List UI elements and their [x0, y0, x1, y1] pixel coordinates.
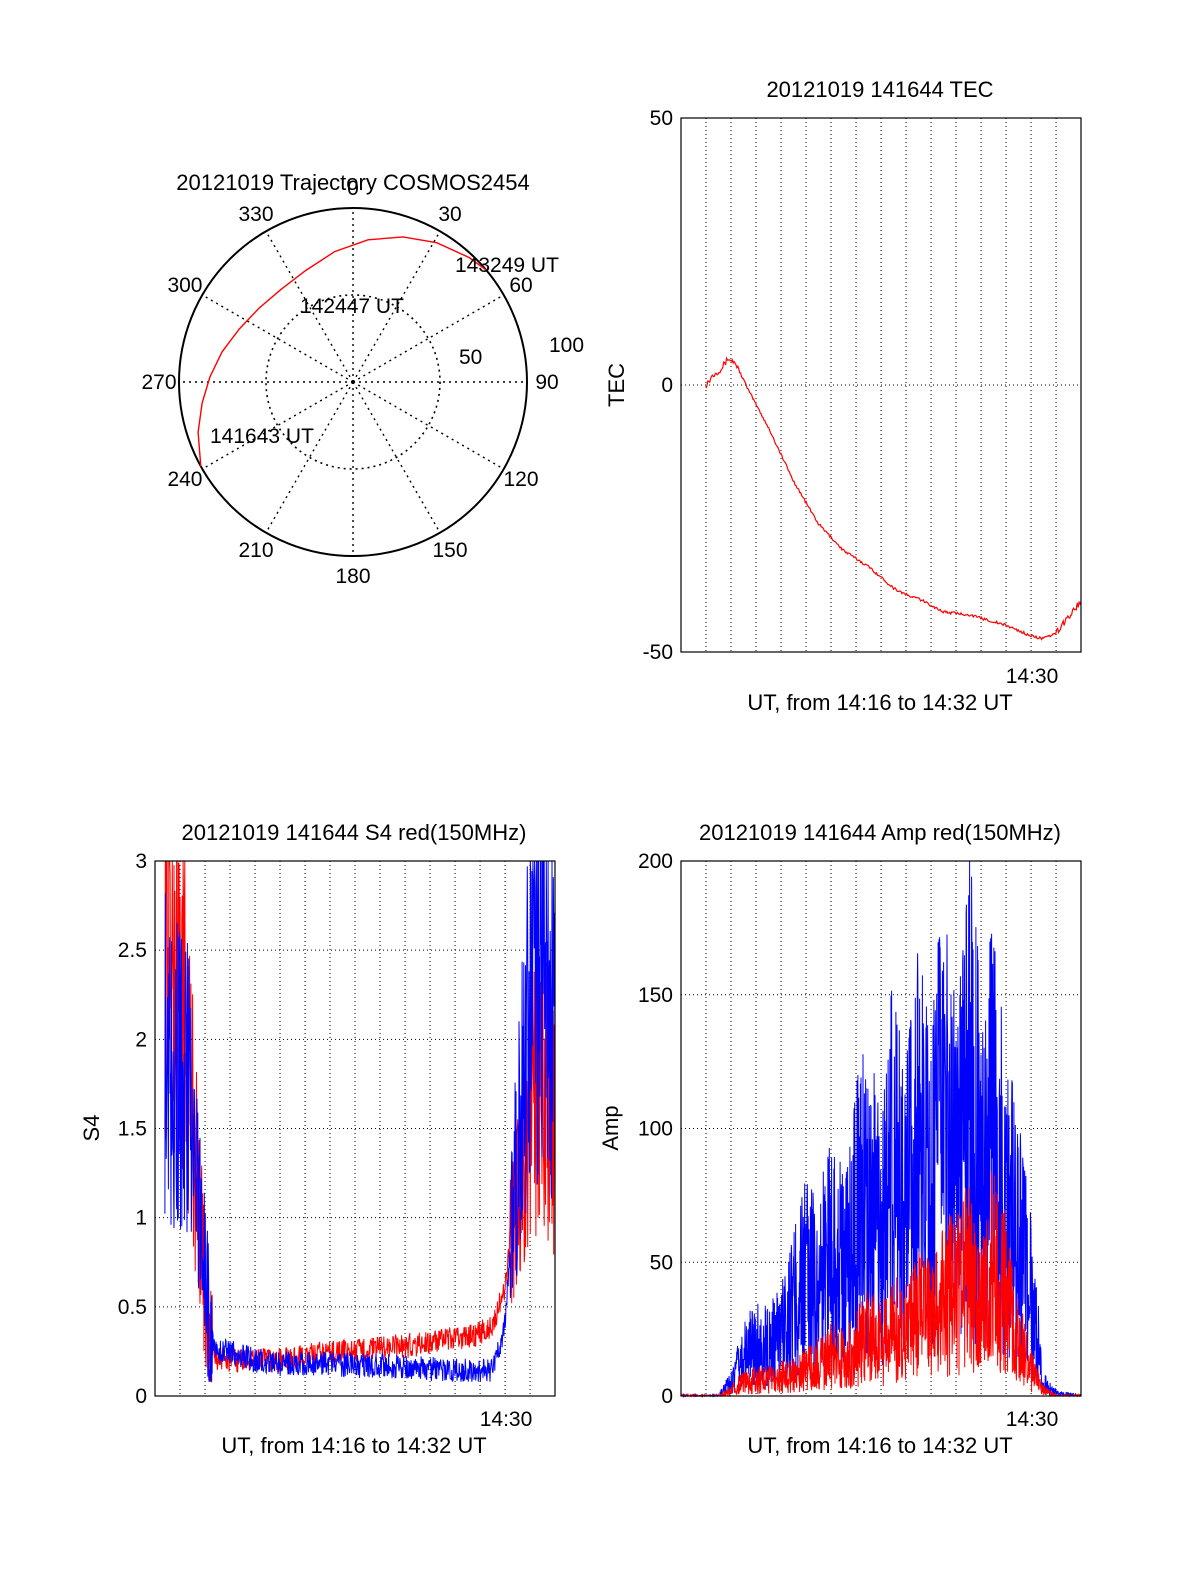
- polar-title: 20121019 Trajectory COSMOS2454: [176, 170, 529, 195]
- ytick-label: 50: [650, 107, 673, 130]
- series-line: [705, 356, 1082, 641]
- tec-ylabel: TEC: [604, 363, 629, 407]
- ytick-label: 50: [650, 1251, 673, 1274]
- series-line: [164, 860, 556, 1382]
- polar-radius-label-100: 100: [549, 334, 584, 357]
- tec-frame: [680, 117, 1082, 653]
- ytick-label: 150: [638, 984, 673, 1007]
- tec-lines: [705, 356, 1082, 641]
- ytick-label: 0: [661, 374, 673, 397]
- ytick-label: 0: [661, 1385, 673, 1408]
- polar-spoke: [201, 294, 354, 383]
- tec-panel: 20121019 141644 TEC 50 0 -50 14:30 UT, fro…: [604, 77, 1082, 715]
- polar-spoke: [352, 381, 441, 534]
- ytick-label: 1: [135, 1207, 147, 1230]
- polar-spoke: [352, 230, 441, 383]
- s4-grid: [155, 861, 555, 1396]
- tec-xtick-label: 14:30: [1006, 665, 1059, 688]
- amp-panel: 20121019 141644 Amp red(150MHz) 200 150 10…: [598, 820, 1082, 1458]
- polar-trajectory-line: [197, 236, 487, 467]
- polar-azimuth-label: 270: [141, 371, 176, 394]
- polar-annotation-end: 143249 UT: [455, 254, 559, 277]
- polar-azimuth-label: 240: [167, 468, 202, 491]
- ytick-label: 1.5: [118, 1118, 147, 1141]
- polar-inner-ring: [265, 294, 441, 470]
- polar-radius-label-50: 50: [459, 346, 482, 369]
- ytick-label: 0: [135, 1385, 147, 1408]
- ytick-label: -50: [643, 641, 673, 664]
- polar-spoke: [265, 230, 354, 383]
- ytick-label: 0.5: [118, 1296, 147, 1319]
- amp-xtick-label: 14:30: [1006, 1408, 1059, 1431]
- polar-annotation-mid: 142447 UT: [300, 295, 404, 318]
- s4-xtick-label: 14:30: [480, 1408, 533, 1431]
- polar-azimuth-label: 150: [432, 539, 467, 562]
- ytick-label: 2.5: [118, 939, 147, 962]
- amp-title: 20121019 141644 Amp red(150MHz): [699, 820, 1061, 845]
- polar-azimuth-label: 300: [167, 274, 202, 297]
- amp-frame: [680, 860, 1082, 1397]
- amp-yticks: 200 150 100 50 0: [638, 850, 673, 1408]
- s4-ylabel: S4: [79, 1115, 104, 1142]
- series-line: [680, 860, 1082, 1398]
- polar-azimuth-label: 330: [238, 203, 273, 226]
- ytick-label: 100: [638, 1118, 673, 1141]
- tec-title: 20121019 141644 TEC: [766, 77, 993, 102]
- s4-panel: 20121019 141644 S4 red(150MHz) 3 2.5 2 1.5 1…: [79, 820, 556, 1458]
- polar-azimuth-label: 30: [438, 203, 461, 226]
- s4-frame: [154, 860, 556, 1397]
- polar-annotation-start: 141643 UT: [210, 425, 314, 448]
- s4-lines: [164, 860, 556, 1383]
- amp-lines: [680, 860, 1082, 1398]
- amp-ylabel: Amp: [598, 1105, 623, 1150]
- polar-azimuth-label: 120: [503, 468, 538, 491]
- s4-xlabel: UT, from 14:16 to 14:32 UT: [221, 1433, 486, 1458]
- polar-outer-ring: [178, 207, 528, 557]
- polar-azimuth-label: 0: [347, 177, 359, 200]
- polar-spoke: [352, 381, 505, 470]
- polar-spoke: [352, 294, 505, 383]
- ytick-label: 200: [638, 850, 673, 873]
- polar-azimuth-label: 60: [509, 274, 532, 297]
- ytick-label: 3: [135, 850, 147, 873]
- polar-azimuth-label: 210: [238, 539, 273, 562]
- polar-spoke: [265, 381, 354, 534]
- polar-azimuth-label: 180: [335, 565, 370, 588]
- polar-labels: 0 30 60 90 120 150 180 210 240 270 300 330: [141, 177, 558, 588]
- polar-spoke: [201, 381, 354, 470]
- s4-yticks: 3 2.5 2 1.5 1 0.5 0: [118, 850, 147, 1408]
- amp-xlabel: UT, from 14:16 to 14:32 UT: [747, 1433, 1012, 1458]
- polar-trajectory-panel: 20121019 Trajectory COSMOS2454 0 30 60 90 12…: [141, 170, 584, 588]
- tec-xlabel: UT, from 14:16 to 14:32 UT: [747, 690, 1012, 715]
- s4-title: 20121019 141644 S4 red(150MHz): [182, 820, 527, 845]
- tec-yticks: 50 0 -50: [643, 107, 673, 664]
- series-line: [680, 1171, 1082, 1398]
- polar-azimuth-label: 90: [535, 371, 558, 394]
- tec-grid: [681, 118, 1081, 652]
- ytick-label: 2: [135, 1028, 147, 1051]
